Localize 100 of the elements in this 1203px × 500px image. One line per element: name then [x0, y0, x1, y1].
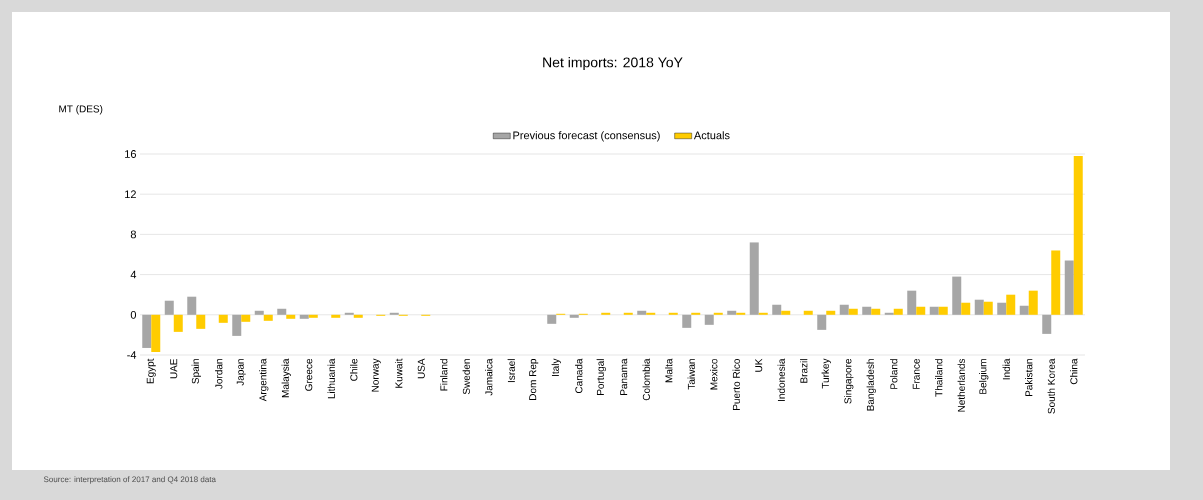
bar [299, 314, 309, 319]
x-tick-label: Jordan [215, 359, 223, 389]
x-tick-label: Argentina [259, 358, 269, 402]
y-tick-label: -4 [127, 351, 137, 359]
x-tick-label: Lithuania [327, 358, 335, 399]
x-tick-label: Belgium [979, 359, 989, 394]
source-note: Source: interpretation of 2017 and Q4 2018 data [43, 476, 216, 484]
bar [749, 242, 759, 315]
bar [241, 314, 251, 322]
x-tick-label: Greece [305, 358, 313, 391]
x-tick-label: Italy [551, 358, 561, 376]
bar [736, 312, 746, 315]
bar [727, 310, 737, 315]
x-tick-label: USA [417, 358, 425, 379]
x-tick-label: Taiwan [687, 359, 695, 390]
bar [164, 300, 174, 315]
bar [218, 314, 228, 323]
x-tick-label: Thailand [935, 359, 943, 397]
bar [646, 312, 656, 315]
x-tick-label: Malaysia [281, 358, 291, 398]
x-tick-label: Panama [620, 358, 628, 395]
y-tick-label: 16 [125, 150, 136, 158]
bar [569, 314, 579, 318]
x-tick-label: Singapore [844, 358, 854, 404]
x-tick-label: Brazil [800, 359, 808, 383]
chart-title: Net imports: 2018 YoY [543, 57, 683, 71]
x-tick-label: Finland [440, 359, 448, 391]
bar [1051, 250, 1061, 315]
y-axis-title: MT (DES) [59, 105, 103, 115]
x-tick-label: Jamaica [485, 358, 493, 396]
bar [974, 299, 984, 315]
x-tick-label: Norway [371, 358, 381, 392]
bar [286, 314, 296, 319]
bar [232, 314, 242, 336]
bar [848, 308, 858, 315]
bar [196, 314, 206, 329]
bar [704, 314, 714, 325]
bar [1042, 314, 1052, 334]
bar [263, 314, 273, 321]
bar [601, 312, 611, 315]
bar [907, 290, 917, 315]
bar [916, 306, 926, 315]
bar [173, 314, 183, 332]
bar [713, 312, 723, 315]
x-tick-label: Canada [575, 358, 583, 394]
bar [547, 314, 557, 324]
bar [344, 312, 354, 315]
bar [1028, 290, 1038, 315]
bar [308, 314, 318, 318]
x-tick-label: India [1002, 358, 1010, 380]
x-tick-label: Netherlands [957, 358, 965, 412]
x-tick-label: Indonesia [777, 358, 785, 401]
bar [871, 308, 881, 315]
x-tick-label: China [1070, 358, 1078, 385]
bar [781, 310, 791, 315]
x-tick-label: South Korea [1047, 358, 1055, 414]
x-tick-label: Turkey [821, 358, 831, 389]
x-tick-label: Portugal [596, 359, 606, 395]
bar [803, 310, 813, 315]
bar [997, 302, 1007, 315]
bar [862, 306, 872, 315]
bar [151, 314, 161, 352]
bar [817, 314, 827, 330]
x-tick-label: Spain [191, 359, 201, 384]
bar [142, 314, 152, 348]
x-tick-label: France [912, 358, 920, 389]
bar [961, 302, 971, 315]
bar [938, 306, 948, 315]
x-tick-label: Mexico [710, 358, 718, 390]
bar [254, 310, 264, 315]
bar [758, 312, 768, 315]
bar [1019, 305, 1029, 315]
bar [983, 301, 993, 315]
bar [929, 306, 939, 315]
x-tick-label: Colombia [642, 358, 650, 401]
legend-label: Previous forecast (consensus) [513, 131, 660, 142]
bar [884, 312, 894, 315]
x-tick-label: Sweden [462, 359, 470, 395]
y-tick-label: 8 [130, 230, 136, 239]
x-tick-label: Kuwait [395, 358, 403, 388]
x-tick-label: Israel [507, 359, 515, 383]
legend-label: Actuals [693, 131, 730, 140]
x-tick-label: Bangladesh [866, 359, 876, 411]
bar [353, 314, 363, 318]
x-tick-label: Chile [350, 358, 358, 381]
bar [893, 308, 903, 315]
y-tick-label: 12 [125, 190, 136, 199]
bar [623, 312, 633, 315]
x-tick-label: UAE [170, 358, 178, 379]
bar [637, 310, 647, 315]
bar [1073, 156, 1083, 315]
bar [1006, 294, 1016, 315]
x-tick-label: Puerto Rico [732, 358, 740, 410]
bar [187, 296, 197, 315]
x-tick-label: Dom Rep [529, 358, 539, 400]
bar [277, 308, 287, 315]
bar [682, 314, 692, 328]
bar [839, 304, 849, 315]
bar [389, 312, 399, 315]
bar [826, 310, 836, 315]
